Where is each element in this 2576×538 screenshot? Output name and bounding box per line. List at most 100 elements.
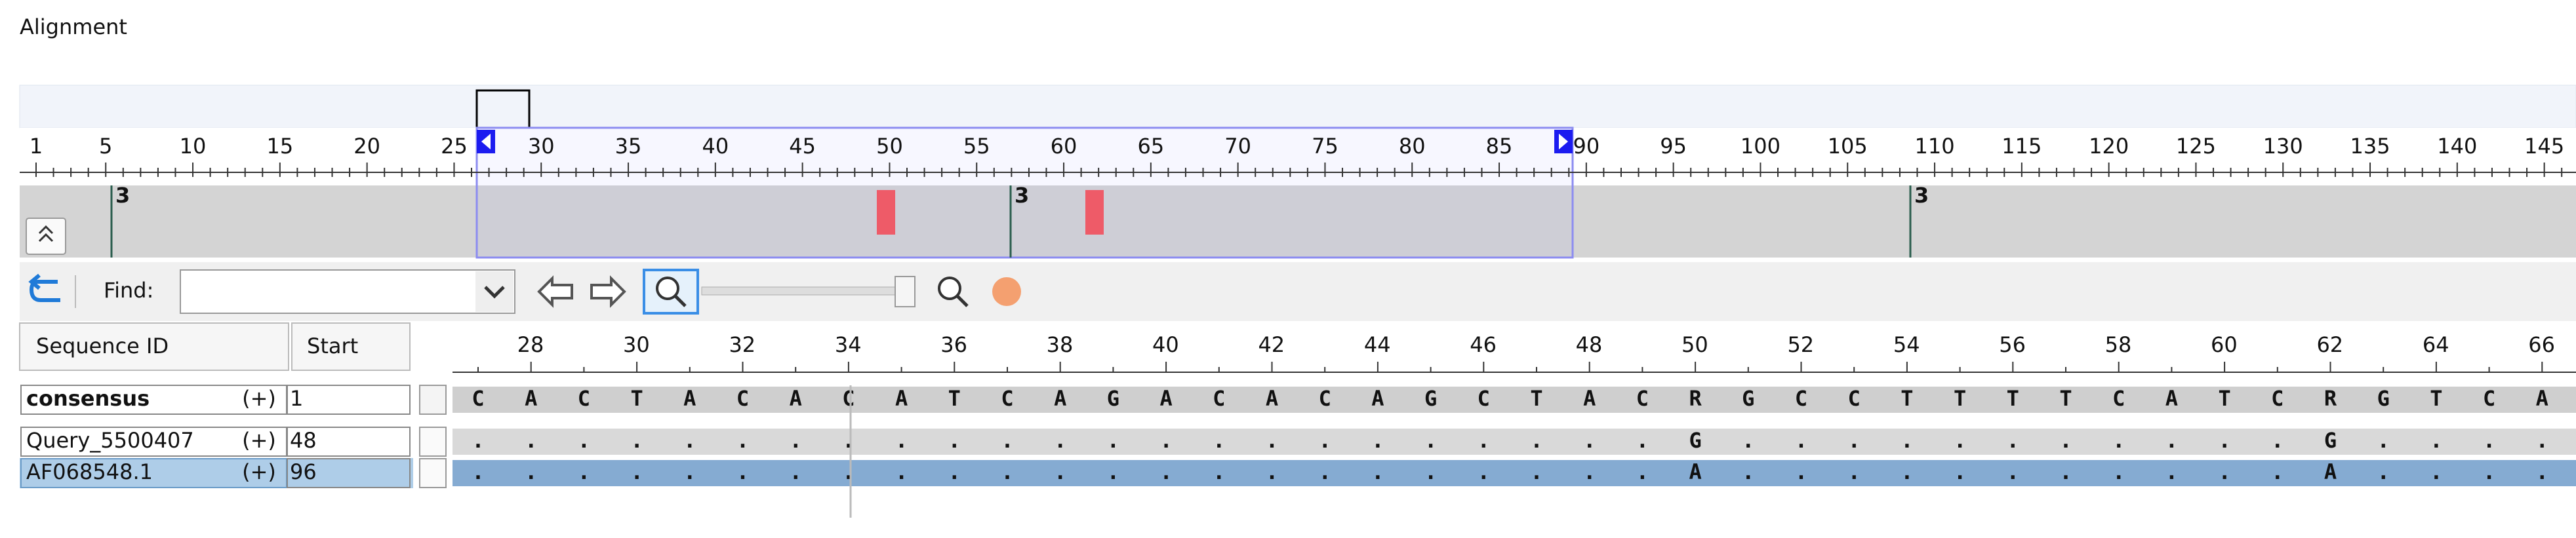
- overview-band: [19, 85, 2576, 128]
- residue: .: [1054, 459, 1066, 484]
- row-menu[interactable]: [419, 427, 447, 457]
- ruler-label: 55: [963, 134, 990, 159]
- ruler-label: 1: [30, 134, 43, 159]
- residue: .: [2059, 459, 2072, 484]
- residue: A: [790, 386, 802, 411]
- find-input[interactable]: [180, 269, 515, 314]
- column-header[interactable]: [19, 322, 289, 371]
- alignment-ruler-label: 32: [729, 332, 755, 357]
- residue: .: [948, 428, 961, 453]
- collapse-button[interactable]: [26, 218, 66, 255]
- residue: .: [790, 459, 802, 484]
- alignment-ruler-label: 62: [2316, 332, 2343, 357]
- ruler-label: 75: [1312, 134, 1338, 159]
- column-header[interactable]: [291, 322, 411, 371]
- residue: .: [2430, 428, 2442, 453]
- ruler-label: 95: [1660, 134, 1687, 159]
- residue: G: [1107, 386, 1119, 411]
- slider-thumb[interactable]: [895, 276, 916, 307]
- ruler-label: 90: [1573, 134, 1600, 159]
- residue: .: [2483, 459, 2495, 484]
- residue: .: [2007, 428, 2019, 453]
- residue: .: [1742, 428, 1754, 453]
- handle-arrow: [481, 134, 491, 149]
- residue: .: [1795, 459, 1807, 484]
- residue: .: [2377, 428, 2390, 453]
- residue: .: [578, 428, 590, 453]
- residue: G: [2324, 428, 2337, 453]
- find-label: Find:: [104, 278, 153, 303]
- next-button[interactable]: [590, 275, 626, 308]
- visible-range[interactable]: [475, 126, 1574, 259]
- residue: .: [578, 459, 590, 484]
- ruler-label: 15: [266, 134, 293, 159]
- residue: C: [736, 386, 749, 411]
- ruler-label: 110: [1915, 134, 1955, 159]
- sequence-id[interactable]: consensus: [26, 386, 150, 411]
- residue: C: [2112, 386, 2125, 411]
- column-header-label: Sequence ID: [36, 334, 169, 358]
- residue: C: [578, 386, 590, 411]
- ruler-label: 145: [2524, 134, 2564, 159]
- residue: A: [2536, 386, 2548, 411]
- residue: .: [1371, 428, 1384, 453]
- residue: .: [525, 428, 537, 453]
- residue: C: [1001, 386, 1013, 411]
- residue: T: [2059, 386, 2072, 411]
- ruler-label: 125: [2176, 134, 2216, 159]
- sequence-id[interactable]: Query_5500407: [26, 428, 194, 453]
- residue: R: [2324, 386, 2337, 411]
- strand: (+): [242, 459, 276, 484]
- start-position: 48: [290, 428, 317, 453]
- ruler-label: 100: [1741, 134, 1781, 159]
- residue: .: [1530, 428, 1542, 453]
- residue: T: [1530, 386, 1542, 411]
- sequence-id[interactable]: AF068548.1: [26, 459, 153, 484]
- residue: A: [1583, 386, 1596, 411]
- row-menu[interactable]: [419, 458, 447, 488]
- residue: .: [895, 459, 908, 484]
- residue: .: [1054, 428, 1066, 453]
- residue: .: [1266, 459, 1278, 484]
- alignment-ruler-label: 30: [623, 332, 650, 357]
- alignment-ruler-label: 28: [517, 332, 544, 357]
- ruler-label: 45: [789, 134, 816, 159]
- residue: C: [1795, 386, 1807, 411]
- zoom-slider[interactable]: [701, 286, 912, 296]
- back-button[interactable]: [28, 273, 60, 302]
- residue: A: [1159, 386, 1172, 411]
- zoom-in-button[interactable]: [938, 277, 961, 300]
- residue: R: [1689, 386, 1702, 411]
- residue: .: [842, 459, 855, 484]
- residue: .: [2483, 428, 2495, 453]
- prev-button[interactable]: [537, 275, 573, 308]
- ruler-label: 140: [2437, 134, 2477, 159]
- residue: .: [683, 459, 696, 484]
- mismatch-mark: [877, 190, 895, 235]
- residue: T: [1954, 386, 1966, 411]
- residue: .: [1478, 459, 1490, 484]
- alignment-ruler-label: 34: [835, 332, 862, 357]
- residue: T: [1901, 386, 1913, 411]
- residue: .: [1266, 428, 1278, 453]
- residue: .: [525, 459, 537, 484]
- residue: .: [1424, 459, 1437, 484]
- residue: T: [630, 386, 643, 411]
- residue: .: [1424, 428, 1437, 453]
- row-menu[interactable]: [419, 385, 447, 415]
- handle-arrow: [1559, 134, 1568, 149]
- alignment-ruler-label: 40: [1152, 332, 1179, 357]
- alignment-ruler-label: 48: [1576, 332, 1603, 357]
- residue: .: [736, 428, 749, 453]
- residue: .: [1583, 428, 1596, 453]
- ruler-label: 20: [353, 134, 380, 159]
- residue: .: [1954, 459, 1966, 484]
- residue: .: [842, 428, 855, 453]
- sequence-button[interactable]: [992, 277, 1021, 306]
- residue: .: [1213, 459, 1225, 484]
- residue: A: [2165, 386, 2178, 411]
- residue: .: [472, 428, 484, 453]
- find-dropdown[interactable]: [475, 271, 513, 312]
- residue: T: [2430, 386, 2442, 411]
- alignment-ruler-label: 66: [2528, 332, 2555, 357]
